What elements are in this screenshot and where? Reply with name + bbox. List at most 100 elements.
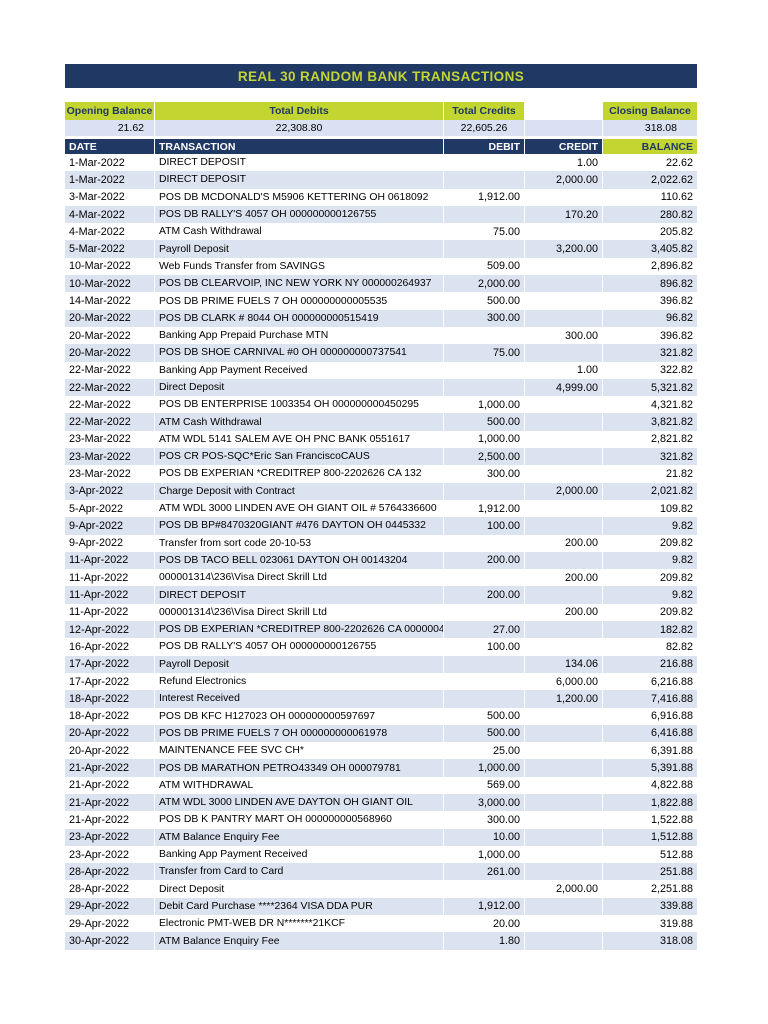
cell-debit: 509.00 <box>444 257 525 276</box>
cell-date: 11-Apr-2022 <box>65 603 155 622</box>
cell-debit: 261.00 <box>444 863 525 881</box>
cell-balance: 321.82 <box>603 344 697 362</box>
cell-balance: 109.82 <box>603 499 697 518</box>
table-row: 16-Apr-2022 POS DB RALLY'S 4057 OH 000000… <box>65 638 697 656</box>
table-row: 11-Apr-2022 DIRECT DEPOSIT 200.00 9.82 <box>65 586 697 604</box>
cell-balance: 339.88 <box>603 897 697 916</box>
cell-credit <box>525 223 603 241</box>
summary-values-row: 21.62 22,308.80 22,605.26 318.08 <box>65 120 697 136</box>
cell-tx: POS DB PRIME FUELS 7 OH 000000000061978 <box>155 724 444 743</box>
cell-balance: 82.82 <box>603 638 697 656</box>
cell-date: 23-Mar-2022 <box>65 465 155 483</box>
cell-debit: 1.80 <box>444 932 525 950</box>
cell-date: 28-Apr-2022 <box>65 863 155 881</box>
table-row: 22-Mar-2022 ATM Cash Withdrawal 500.00 3,82… <box>65 413 697 431</box>
cell-date: 14-Mar-2022 <box>65 292 155 310</box>
cell-credit: 1,200.00 <box>525 690 603 708</box>
cell-tx: ATM WDL 3000 LINDEN AVE OH GIANT OIL # 5… <box>155 499 444 518</box>
table-row: 18-Apr-2022 Interest Received 1,200.00 7,41… <box>65 690 697 708</box>
cell-debit <box>444 534 525 552</box>
cell-credit: 200.00 <box>525 534 603 552</box>
cell-balance: 4,822.88 <box>603 776 697 794</box>
cell-tx: Banking App Prepaid Purchase MTN <box>155 326 444 345</box>
cell-balance: 216.88 <box>603 655 697 673</box>
cell-debit: 20.00 <box>444 915 525 933</box>
cell-debit: 75.00 <box>444 223 525 241</box>
cell-credit <box>525 759 603 777</box>
table-row: 11-Apr-2022 000001314\236\Visa Direct Skr… <box>65 603 697 622</box>
cell-credit: 2,000.00 <box>525 880 603 898</box>
cell-debit: 1,000.00 <box>444 396 525 414</box>
cell-tx: Direct Deposit <box>155 378 444 397</box>
table-row: 30-Apr-2022 ATM Balance Enquiry Fee 1.80 31… <box>65 932 697 950</box>
cell-tx: Banking App Payment Received <box>155 845 444 864</box>
cell-balance: 6,391.88 <box>603 742 697 760</box>
closing-balance-label: Closing Balance <box>603 102 697 120</box>
cell-tx: ATM WDL 3000 LINDEN AVE DAYTON OH GIANT … <box>155 793 444 812</box>
cell-balance: 1,522.88 <box>603 811 697 829</box>
cell-credit <box>525 793 603 812</box>
cell-debit <box>444 672 525 691</box>
cell-tx: 000001314\236\Visa Direct Skrill Ltd <box>155 603 444 622</box>
cell-date: 23-Apr-2022 <box>65 845 155 864</box>
bank-statement-page: REAL 30 RANDOM BANK TRANSACTIONS Opening… <box>65 64 697 950</box>
summary-value-spacer <box>525 120 603 136</box>
cell-debit: 500.00 <box>444 724 525 743</box>
cell-balance: 322.82 <box>603 361 697 379</box>
table-row: 22-Mar-2022 POS DB ENTERPRISE 1003354 OH … <box>65 396 697 414</box>
table-row: 10-Mar-2022 POS DB CLEARVOIP, INC NEW YOR… <box>65 275 697 293</box>
cell-debit: 200.00 <box>444 551 525 570</box>
cell-debit <box>444 361 525 379</box>
cell-tx: POS DB K PANTRY MART OH 000000000568960 <box>155 811 444 829</box>
cell-date: 1-Mar-2022 <box>65 154 155 172</box>
cell-tx: ATM Cash Withdrawal <box>155 223 444 241</box>
cell-date: 21-Apr-2022 <box>65 759 155 777</box>
cell-balance: 2,896.82 <box>603 257 697 276</box>
header-debit: DEBIT <box>444 139 525 154</box>
cell-debit <box>444 171 525 189</box>
table-row: 17-Apr-2022 Payroll Deposit 134.06 216.88 <box>65 655 697 673</box>
cell-date: 17-Apr-2022 <box>65 655 155 673</box>
cell-balance: 396.82 <box>603 326 697 345</box>
cell-tx: POS DB MCDONALD'S M5906 KETTERING OH 061… <box>155 188 444 206</box>
table-row: 23-Apr-2022 ATM Balance Enquiry Fee 10.00 1… <box>65 828 697 846</box>
table-row: 17-Apr-2022 Refund Electronics 6,000.00 6,2… <box>65 672 697 691</box>
cell-balance: 2,251.88 <box>603 880 697 898</box>
table-row: 9-Apr-2022 Transfer from sort code 20-10-… <box>65 534 697 552</box>
table-row: 11-Apr-2022 POS DB TACO BELL 023061 DAYTO… <box>65 551 697 570</box>
cell-balance: 251.88 <box>603 863 697 881</box>
cell-date: 17-Apr-2022 <box>65 672 155 691</box>
cell-date: 28-Apr-2022 <box>65 880 155 898</box>
cell-debit <box>444 690 525 708</box>
cell-date: 11-Apr-2022 <box>65 586 155 604</box>
cell-debit: 500.00 <box>444 707 525 725</box>
cell-credit: 134.06 <box>525 655 603 673</box>
cell-tx: POS DB CLEARVOIP, INC NEW YORK NY 000000… <box>155 275 444 293</box>
cell-date: 11-Apr-2022 <box>65 569 155 587</box>
cell-debit: 1,000.00 <box>444 845 525 864</box>
cell-balance: 3,821.82 <box>603 413 697 431</box>
cell-balance: 96.82 <box>603 309 697 327</box>
cell-date: 1-Mar-2022 <box>65 171 155 189</box>
cell-credit <box>525 344 603 362</box>
table-row: 4-Mar-2022 ATM Cash Withdrawal 75.00 205.82 <box>65 223 697 241</box>
header-balance: BALANCE <box>603 139 697 154</box>
table-row: 29-Apr-2022 Debit Card Purchase ****2364 … <box>65 897 697 916</box>
table-row: 9-Apr-2022 POS DB BP#8470320GIANT #476 DA… <box>65 517 697 535</box>
cell-credit <box>525 724 603 743</box>
cell-tx: Direct Deposit <box>155 880 444 898</box>
cell-tx: POS DB EXPERIAN *CREDITREP 800-2202626 C… <box>155 465 444 483</box>
page-title: REAL 30 RANDOM BANK TRANSACTIONS <box>237 68 525 84</box>
cell-balance: 2,022.62 <box>603 171 697 189</box>
table-row: 29-Apr-2022 Electronic PMT-WEB DR N******… <box>65 915 697 933</box>
cell-credit: 1.00 <box>525 361 603 379</box>
cell-tx: POS DB BP#8470320GIANT #476 DAYTON OH 04… <box>155 517 444 535</box>
summary-spacer <box>525 102 603 120</box>
cell-debit: 2,000.00 <box>444 275 525 293</box>
table-row: 5-Apr-2022 ATM WDL 3000 LINDEN AVE OH GIA… <box>65 499 697 518</box>
cell-balance: 6,216.88 <box>603 672 697 691</box>
cell-balance: 896.82 <box>603 275 697 293</box>
closing-balance-value: 318.08 <box>603 120 697 136</box>
cell-tx: DIRECT DEPOSIT <box>155 154 444 172</box>
table-row: 20-Apr-2022 MAINTENANCE FEE SVC CH* 25.00 6… <box>65 742 697 760</box>
